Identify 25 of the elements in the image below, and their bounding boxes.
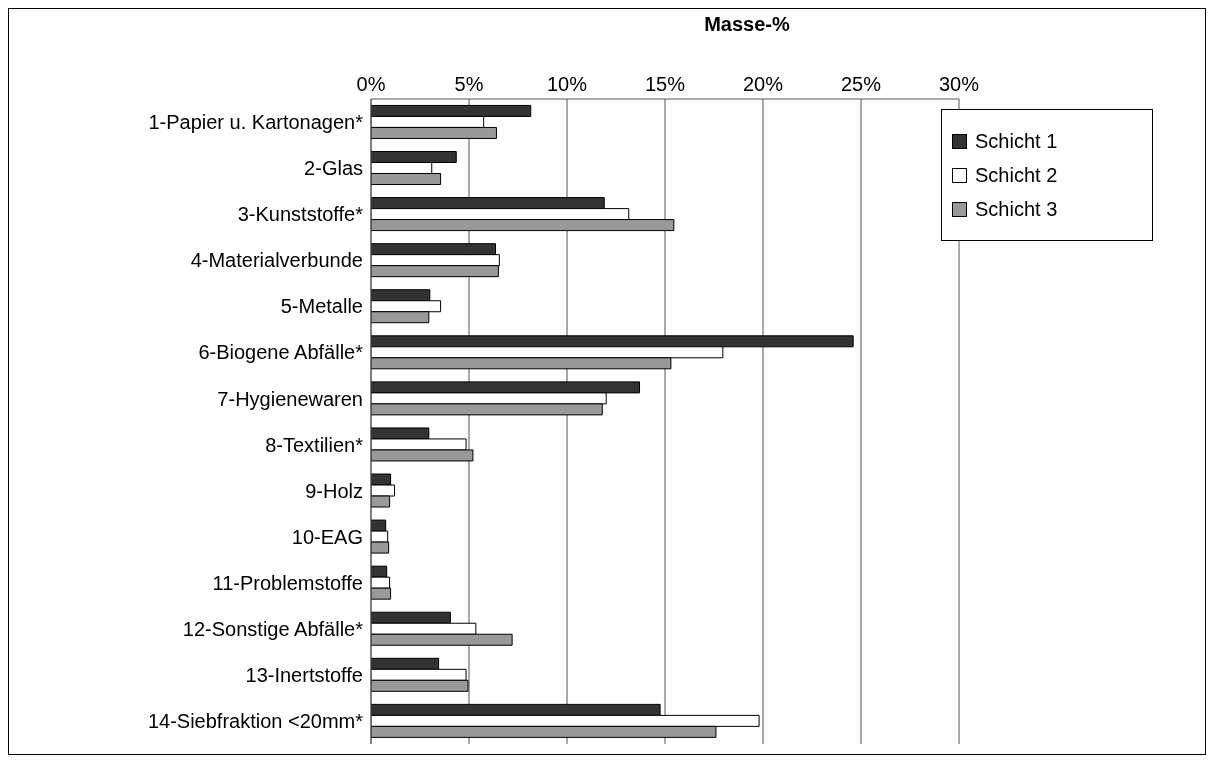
x-tick-label: 15% — [644, 73, 686, 95]
y-tick-label: 11-Problemstoffe — [212, 571, 363, 594]
legend-label: Schicht 2 — [975, 163, 1058, 188]
y-tick-label: 10-EAG — [291, 525, 363, 548]
y-tick-label: 9-Holz — [305, 479, 363, 502]
x-tick-label: 30% — [938, 73, 980, 95]
y-tick-label: 3-Kunststoffe* — [237, 203, 364, 226]
y-tick-label: 5-Metalle — [280, 295, 363, 318]
y-tick-label: 6-Biogene Abfälle* — [198, 341, 364, 364]
y-tick-label: 4-Materialverbunde — [190, 249, 363, 272]
x-tick-label: 5% — [454, 73, 484, 95]
x-tick-label: 25% — [840, 73, 882, 95]
x-axis-title: Masse-% — [704, 13, 790, 36]
y-tick-label: 1-Papier u. Kartonagen* — [148, 111, 364, 134]
x-tick-label: 20% — [742, 73, 784, 95]
y-tick-label: 12-Sonstige Abfälle* — [182, 617, 364, 640]
y-tick-label: 7-Hygienewaren — [217, 387, 363, 410]
legend-label: Schicht 3 — [975, 197, 1058, 222]
y-tick-label: 13-Inertstoffe — [245, 663, 363, 686]
y-tick-label: 8-Textilien* — [265, 433, 364, 456]
x-tick-label: 10% — [546, 73, 588, 95]
legend-label: Schicht 1 — [975, 129, 1058, 154]
x-tick-label: 0% — [356, 73, 386, 95]
y-tick-label: 2-Glas — [304, 157, 363, 180]
y-tick-label: 14-Siebfraktion <20mm* — [147, 710, 364, 733]
